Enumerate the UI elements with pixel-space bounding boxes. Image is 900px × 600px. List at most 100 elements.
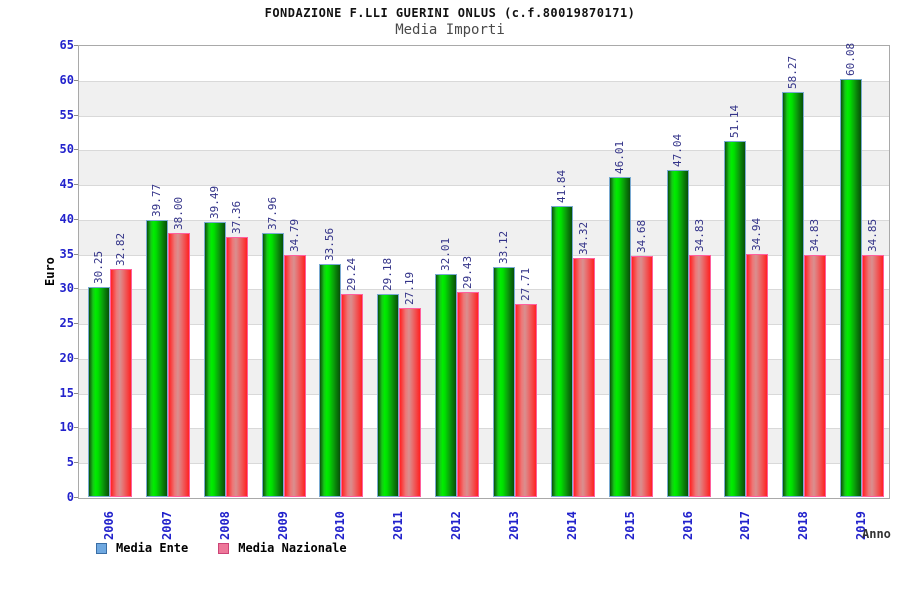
y-tick-label: 20 [59,350,74,365]
plot-band [79,116,889,151]
bar-media-ente-2011 [377,294,400,497]
y-tick-label: 65 [59,38,74,52]
x-tick-label-2012: 2012 [449,511,464,540]
bar-media-nazionale-2010 [341,293,364,497]
x-tick-label-2018: 2018 [796,511,811,540]
bar-media-ente-2019 [840,79,863,497]
y-tick-label: 0 [66,490,74,504]
x-axis-title: Anno [862,527,891,541]
bar-media-nazionale-2012 [457,292,480,497]
value-label-media-ente-2018: 58.27 [786,55,800,89]
y-tick-label: 30 [59,281,74,296]
value-label-media-nazionale-2007: 38.00 [171,196,185,230]
y-tick-label: 35 [59,246,74,261]
value-label-media-ente-2019: 60.08 [844,43,858,77]
bar-media-nazionale-2009 [283,255,306,497]
y-tick-label: 45 [59,177,74,192]
y-tick-label: 15 [59,385,74,400]
gridline [79,393,889,395]
legend-label-media-nazionale: Media Nazionale [238,541,347,555]
x-tick-label-2007: 2007 [159,511,174,540]
legend-item-media-nazionale: Media Nazionale [218,541,347,555]
bar-media-nazionale-2014 [572,258,595,497]
chart-title: FONDAZIONE F.LLI GUERINI ONLUS (c.f.8001… [264,6,636,20]
x-tick-label-2016: 2016 [680,511,695,540]
y-tick-mark [74,45,78,46]
bar-media-nazionale-2013 [515,304,537,497]
x-tick-label-2014: 2014 [564,511,579,540]
y-tick-label: 55 [59,107,74,122]
bar-media-nazionale-2019 [862,254,885,497]
bar-media-nazionale-2011 [399,307,422,497]
plot-band [79,80,889,116]
x-tick-label-2010: 2010 [333,511,348,540]
y-tick-label: 40 [59,211,74,226]
y-tick-label: 60 [59,72,74,87]
y-tick-label: 10 [59,420,74,435]
plot-band [79,185,889,220]
x-tick-label-2011: 2011 [391,511,406,540]
bar-media-ente-2010 [319,263,342,497]
bar-media-nazionale-2018 [804,254,827,497]
legend-label-media-ente: Media Ente [116,541,189,555]
bar-media-ente-2018 [782,91,805,497]
value-label-media-nazionale-2013: 27.71 [519,268,532,302]
plot-band [79,150,889,186]
bar-media-ente-2006 [88,286,110,497]
value-label-media-nazionale-2009: 34.79 [287,218,301,253]
bar-media-nazionale-2017 [746,254,769,497]
bar-media-ente-2013 [493,266,515,497]
plot-band [79,219,889,255]
value-label-media-nazionale-2016: 34.83 [692,218,706,252]
value-label-media-ente-2008: 39.49 [207,186,221,220]
gridline [79,428,889,430]
bar-media-ente-2009 [261,233,284,497]
y-tick-mark [74,392,78,394]
y-tick-mark [74,149,78,151]
bar-media-nazionale-2016 [688,254,711,497]
value-label-media-nazionale-2018: 34.83 [808,218,822,252]
gridline [79,254,889,256]
value-label-media-nazionale-2015: 34.68 [634,219,648,253]
value-label-media-nazionale-2006: 32.82 [114,232,127,266]
gridline [79,324,889,326]
x-tick-label-2008: 2008 [217,511,232,540]
value-label-media-nazionale-2014: 34.32 [576,222,590,256]
y-tick-mark [74,253,78,255]
y-tick-mark [74,427,78,429]
bar-media-ente-2014 [550,206,573,497]
media-nazionale-swatch-icon [218,543,230,554]
value-label-media-nazionale-2017: 34.94 [750,217,764,252]
legend-item-media-ente: Media Ente [96,542,188,555]
value-label-media-ente-2015: 46.01 [612,140,626,175]
chart-subtitle: Media Importi [395,22,505,38]
gridline [79,463,889,465]
bar-media-ente-2017 [724,141,747,497]
value-label-media-ente-2014: 41.84 [554,169,568,204]
bar-media-nazionale-2015 [630,255,653,497]
y-tick-mark [74,79,78,81]
media-ente-swatch-icon [96,543,107,554]
gridline [79,219,889,221]
gridline [79,289,889,291]
gridline [79,80,889,82]
bar-media-nazionale-2007 [167,232,190,497]
value-label-media-nazionale-2008: 37.36 [229,201,243,235]
y-tick-mark [74,323,78,325]
value-label-media-ente-2009: 37.96 [265,196,279,231]
value-label-media-nazionale-2011: 27.19 [403,271,417,305]
legend: Media Ente Media Nazionale [96,542,347,555]
value-label-media-ente-2006: 30.25 [92,250,105,284]
bar-media-nazionale-2008 [225,237,248,497]
value-label-media-ente-2013: 33.12 [497,230,510,264]
bar-media-ente-2015 [608,177,631,497]
y-tick-mark [74,184,78,186]
bar-media-ente-2012 [435,274,458,497]
gridline [79,185,889,187]
value-label-media-ente-2010: 33.56 [323,227,337,261]
value-label-media-ente-2012: 32.01 [439,238,453,272]
bar-media-ente-2016 [666,169,689,497]
y-tick-label: 25 [59,316,74,331]
plot-band [79,46,889,81]
